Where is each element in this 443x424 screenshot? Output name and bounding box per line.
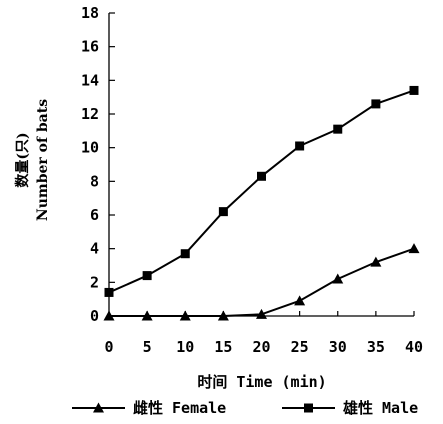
series-square	[104, 85, 419, 297]
legend-item-triangle: 雌性 Female	[72, 399, 226, 417]
legend-label: 雌性 Female	[133, 399, 226, 417]
data-point-square	[104, 287, 114, 297]
data-point-triangle	[141, 310, 153, 321]
data-point-square	[371, 99, 381, 109]
data-point-square	[295, 141, 305, 151]
y-axis-ticks: 0 2 4 6 8 10 12 14 16 18	[81, 4, 115, 325]
y-tick-label: 16	[81, 38, 99, 56]
y-tick-label: 6	[90, 206, 99, 224]
y-tick-label: 10	[81, 139, 99, 157]
y-axis-title-chinese: 数量(只)	[14, 132, 31, 187]
y-axis-title: 数量(只) Number of bats	[14, 99, 51, 221]
x-tick-label: 5	[143, 338, 152, 356]
data-point-square	[218, 207, 228, 217]
x-tick-label: 10	[176, 338, 194, 356]
data-point-triangle	[103, 310, 115, 321]
data-point-square	[180, 249, 190, 259]
x-tick-label: 40	[405, 338, 423, 356]
x-axis-title: 时间 Time (min)	[197, 373, 326, 391]
y-tick-label: 14	[81, 71, 99, 89]
x-tick-label: 30	[329, 338, 347, 356]
data-point-triangle	[408, 243, 420, 254]
legend-marker-triangle	[93, 402, 104, 413]
y-tick-label: 0	[90, 307, 99, 325]
data-point-triangle	[217, 310, 229, 321]
data-point-square	[409, 85, 419, 95]
y-tick-label: 4	[90, 240, 99, 258]
y-tick-label: 2	[90, 273, 99, 291]
data-point-square	[142, 271, 152, 281]
x-tick-label: 15	[214, 338, 232, 356]
series-line-square	[108, 89, 415, 294]
series-layer	[103, 85, 420, 321]
x-tick-label: 0	[104, 338, 113, 356]
legend-label: 雄性 Male	[342, 399, 418, 417]
y-tick-label: 8	[90, 172, 99, 190]
series-triangle	[103, 243, 420, 321]
legend-marker-square	[304, 403, 313, 413]
data-point-triangle	[256, 308, 267, 319]
y-tick-label: 18	[81, 4, 99, 22]
data-point-triangle	[294, 295, 306, 306]
data-point-square	[333, 124, 343, 134]
x-tick-label: 25	[291, 338, 309, 356]
legend-item-square: 雄性 Male	[282, 399, 418, 417]
y-tick-label: 12	[81, 105, 99, 123]
series-line-triangle	[109, 247, 415, 317]
data-point-square	[257, 171, 266, 181]
x-tick-label: 35	[367, 338, 385, 356]
data-point-triangle	[179, 310, 191, 321]
legend: 雌性 Female 雄性 Male	[72, 399, 418, 417]
data-point-triangle	[370, 256, 382, 267]
data-point-triangle	[332, 273, 344, 284]
x-tick-label: 20	[252, 338, 270, 356]
y-axis-title-english: Number of bats	[35, 99, 51, 221]
